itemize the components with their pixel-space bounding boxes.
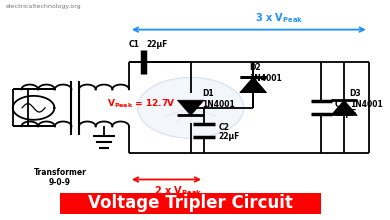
Text: C1: C1 <box>129 40 140 49</box>
Text: C2: C2 <box>218 123 229 132</box>
Polygon shape <box>240 77 266 93</box>
Text: 22μF: 22μF <box>147 40 168 49</box>
Text: electricaltechnology.org: electricaltechnology.org <box>5 4 81 9</box>
Text: $\mathbf{V_{Peak}}$ = 12.7V: $\mathbf{V_{Peak}}$ = 12.7V <box>107 97 176 110</box>
Text: D3
1N4001: D3 1N4001 <box>350 89 383 109</box>
Text: 2 x $\mathbf{V_{Peak}}$: 2 x $\mathbf{V_{Peak}}$ <box>154 184 202 198</box>
Text: Voltage Tripler Circuit: Voltage Tripler Circuit <box>88 194 293 212</box>
Text: D2
1N4001: D2 1N4001 <box>250 63 282 83</box>
Polygon shape <box>331 100 357 116</box>
Text: C3: C3 <box>335 100 346 109</box>
Polygon shape <box>138 77 244 138</box>
Text: 22μF: 22μF <box>335 109 356 118</box>
Text: 22μF: 22μF <box>218 132 240 141</box>
Polygon shape <box>240 77 266 93</box>
Text: 3 x $\mathbf{V_{Peak}}$: 3 x $\mathbf{V_{Peak}}$ <box>255 11 303 25</box>
Polygon shape <box>177 100 204 116</box>
Text: D1
1N4001: D1 1N4001 <box>202 89 235 109</box>
Text: Transformer
9-0-9: Transformer 9-0-9 <box>34 168 87 187</box>
FancyBboxPatch shape <box>60 192 321 214</box>
